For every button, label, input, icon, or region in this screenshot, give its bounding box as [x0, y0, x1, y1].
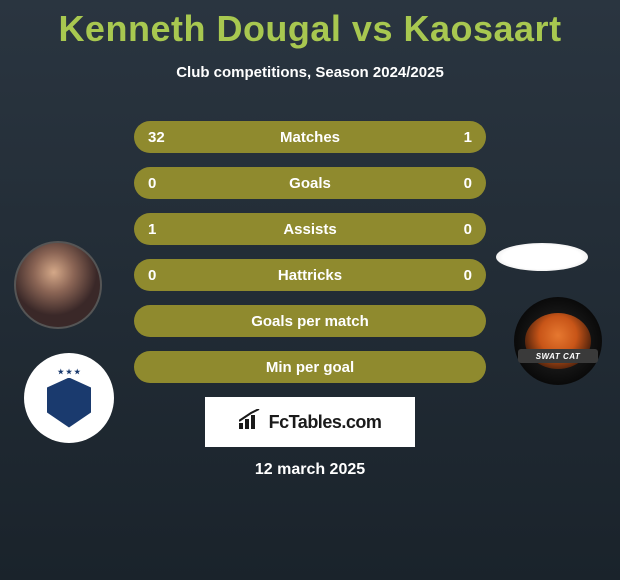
page-title: Kenneth Dougal vs Kaosaart [0, 0, 620, 50]
stat-label: Hattricks [278, 267, 342, 284]
stat-bars: 32 Matches 1 0 Goals 0 1 Assists 0 0 Hat… [134, 121, 486, 383]
stat-bar-assists: 1 Assists 0 [134, 213, 486, 245]
stat-left-value: 0 [148, 267, 156, 284]
stat-label: Min per goal [266, 359, 354, 376]
stat-right-value: 0 [464, 221, 472, 238]
stat-label: Goals [289, 175, 331, 192]
subtitle: Club competitions, Season 2024/2025 [0, 64, 620, 81]
player-left-avatar [14, 241, 102, 329]
stat-bar-matches: 32 Matches 1 [134, 121, 486, 153]
club-left-stars: ★ ★ ★ [58, 369, 81, 376]
stat-right-value: 0 [464, 267, 472, 284]
player-right-avatar [496, 243, 588, 271]
stat-label: Matches [280, 129, 340, 146]
stat-bar-goals: 0 Goals 0 [134, 167, 486, 199]
club-left-crest-icon [47, 378, 91, 428]
club-left-badge: ★ ★ ★ [24, 353, 114, 443]
branding-box: FcTables.com [205, 397, 415, 447]
stat-label: Assists [283, 221, 336, 238]
stat-left-value: 32 [148, 129, 165, 146]
stat-right-value: 0 [464, 175, 472, 192]
club-right-crest-icon: SWAT CAT [525, 313, 591, 369]
stat-bar-min-per-goal: Min per goal [134, 351, 486, 383]
club-right-name: SWAT CAT [518, 349, 598, 363]
stat-right-value: 1 [464, 129, 472, 146]
comparison-content: ★ ★ ★ SWAT CAT 32 Matches 1 0 Goals 0 1 … [0, 121, 620, 479]
stat-bar-goals-per-match: Goals per match [134, 305, 486, 337]
stat-left-value: 0 [148, 175, 156, 192]
branding-chart-icon [239, 409, 263, 435]
club-right-badge: SWAT CAT [514, 297, 602, 385]
stat-bar-hattricks: 0 Hattricks 0 [134, 259, 486, 291]
stat-left-value: 1 [148, 221, 156, 238]
branding-text: FcTables.com [269, 412, 382, 433]
stat-label: Goals per match [251, 313, 369, 330]
date-label: 12 march 2025 [0, 461, 620, 479]
